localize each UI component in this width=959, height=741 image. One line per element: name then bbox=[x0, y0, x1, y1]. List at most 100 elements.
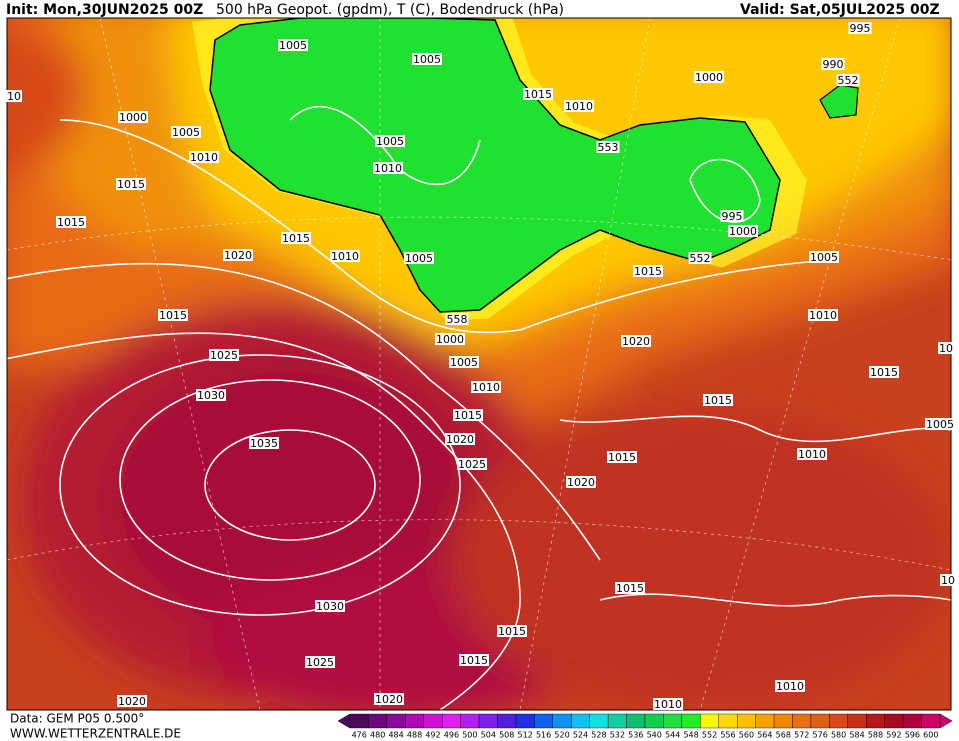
label-box bbox=[449, 356, 479, 368]
label-box bbox=[281, 232, 311, 244]
isobar-label: 1005 bbox=[413, 53, 441, 66]
colorbar-swatch bbox=[441, 713, 461, 729]
colorbar-label: 564 bbox=[757, 731, 772, 740]
label-box bbox=[117, 695, 147, 707]
label-box bbox=[56, 216, 86, 228]
colorbar-swatch bbox=[866, 713, 885, 729]
label-box bbox=[305, 656, 335, 668]
isobar-label: 1005 bbox=[279, 39, 307, 52]
isobar-label: 1025 bbox=[210, 349, 238, 362]
isobar-label: 1005 bbox=[376, 135, 404, 148]
isobar-label: 995 bbox=[850, 22, 871, 35]
label-box bbox=[435, 333, 465, 345]
colorbar-label: 544 bbox=[665, 731, 680, 740]
colorbar-swatch bbox=[497, 713, 517, 729]
map-title: 500 hPa Geopot. (gpdm), T (C), Bodendruc… bbox=[216, 2, 564, 18]
colorbar-swatch bbox=[478, 713, 498, 729]
isobar-label: 1005 bbox=[405, 252, 433, 265]
isobar-label: 1010 bbox=[776, 680, 804, 693]
label-box bbox=[633, 265, 663, 277]
label-box bbox=[720, 210, 744, 222]
colorbar-label: 596 bbox=[905, 731, 920, 740]
isobar-label: 10 bbox=[7, 90, 21, 103]
colorbar-label: 492 bbox=[425, 731, 440, 740]
isobar-label: 1020 bbox=[118, 695, 146, 708]
colorbar-label: 484 bbox=[388, 731, 403, 740]
colorbar-swatch bbox=[589, 713, 609, 729]
colorbar-label: 512 bbox=[518, 731, 533, 740]
isobar-label: 995 bbox=[722, 210, 743, 223]
label-box bbox=[808, 309, 838, 321]
isobar-label: 1015 bbox=[282, 232, 310, 245]
label-box bbox=[703, 394, 733, 406]
isobar-label: 1000 bbox=[695, 71, 723, 84]
label-box bbox=[653, 698, 683, 710]
colorbar-swatch bbox=[368, 713, 388, 729]
colorbar-label: 572 bbox=[794, 731, 809, 740]
colorbar-swatch bbox=[681, 713, 701, 729]
site-url: WWW.WETTERZENTRALE.DE bbox=[10, 727, 181, 741]
label-box bbox=[566, 476, 596, 488]
colorbar-swatch bbox=[902, 713, 922, 729]
colorbar-label: 500 bbox=[462, 731, 477, 740]
label-box bbox=[412, 53, 442, 65]
colorbar-label: 476 bbox=[352, 731, 367, 740]
isobar-label: 1000 bbox=[729, 225, 757, 238]
label-box bbox=[607, 451, 637, 463]
label-box bbox=[621, 335, 651, 347]
isobar-label: 1000 bbox=[436, 333, 464, 346]
isobar-label: 1015 bbox=[117, 178, 145, 191]
isobar-label: 1020 bbox=[567, 476, 595, 489]
colorbar-swatch bbox=[847, 713, 867, 729]
isobar-label: 1015 bbox=[498, 625, 526, 638]
colorbar-swatch bbox=[755, 713, 775, 729]
valid-time: Valid: Sat,05JUL2025 00Z bbox=[740, 2, 940, 18]
label-box bbox=[694, 71, 724, 83]
label-box bbox=[404, 252, 434, 264]
colorbar-swatch bbox=[460, 713, 480, 729]
isobar-label: 10 bbox=[939, 342, 953, 355]
isobar-label: 1015 bbox=[634, 265, 662, 278]
colorbar-label: 560 bbox=[739, 731, 754, 740]
colorbar-label: 496 bbox=[444, 731, 459, 740]
label-box bbox=[471, 381, 501, 393]
colorbar-swatch bbox=[534, 713, 554, 729]
isobar-label: 1005 bbox=[172, 126, 200, 139]
isobar-label: 1020 bbox=[446, 433, 474, 446]
isobar-label: 1015 bbox=[454, 409, 482, 422]
isobar-labels: 1010051005101510101000995990552100010051… bbox=[6, 22, 956, 711]
isobar-label: 1025 bbox=[306, 656, 334, 669]
colorbar-label: 488 bbox=[407, 731, 422, 740]
colorbar-swatch bbox=[829, 713, 849, 729]
colorbar-label: 580 bbox=[831, 731, 846, 740]
colorbar-label: 576 bbox=[813, 731, 828, 740]
label-box bbox=[189, 151, 219, 163]
colorbar-label: 516 bbox=[536, 731, 551, 740]
isobar-label: 1005 bbox=[926, 418, 954, 431]
isobar-label: 1015 bbox=[870, 366, 898, 379]
isobar-label: 1010 bbox=[809, 309, 837, 322]
init-time: Init: Mon,30JUN2025 00Z bbox=[6, 2, 203, 18]
colorbar-swatch bbox=[626, 713, 646, 729]
label-box bbox=[848, 22, 872, 34]
colorbar-label: 536 bbox=[628, 731, 643, 740]
colorbar-swatch bbox=[423, 713, 443, 729]
colorbar-label: 588 bbox=[868, 731, 883, 740]
label-box bbox=[564, 100, 594, 112]
label-box bbox=[278, 39, 308, 51]
isobar-label: 1015 bbox=[524, 88, 552, 101]
isobar-label: 1010 bbox=[374, 162, 402, 175]
colorbar-swatch bbox=[349, 713, 369, 729]
colorbar-label: 508 bbox=[499, 731, 514, 740]
colorbar-label: 504 bbox=[481, 731, 496, 740]
colorbar-swatch bbox=[515, 713, 535, 729]
label-box bbox=[836, 74, 860, 86]
isobar-label: 1010 bbox=[331, 250, 359, 263]
colorbar-arrow-left bbox=[337, 713, 351, 729]
isobar-label: 1015 bbox=[704, 394, 732, 407]
label-box bbox=[116, 178, 146, 190]
label-box bbox=[938, 342, 954, 354]
label-box bbox=[453, 409, 483, 421]
label-box bbox=[374, 693, 404, 705]
